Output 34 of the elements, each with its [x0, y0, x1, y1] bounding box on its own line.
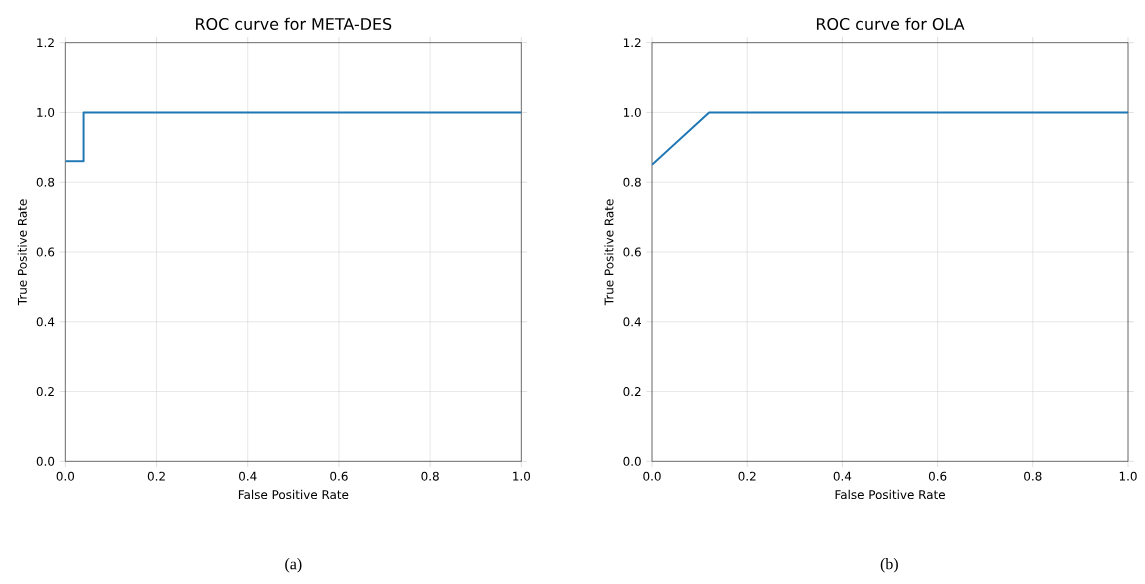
x-tick-label: 1.0: [513, 471, 531, 481]
y-tick-label: 1.0: [623, 107, 641, 117]
x-tick-label: 1.0: [1119, 471, 1137, 481]
x-tick-label: 0.8: [421, 471, 439, 481]
x-tick-label: 0.0: [56, 471, 75, 481]
x-tick-label: 0.0: [643, 471, 661, 481]
y-tick-label: 0.8: [36, 177, 55, 187]
x-tick-label: 0.4: [239, 471, 257, 481]
x-tick-label: 0.6: [928, 471, 947, 481]
y-tick-label: 0.6: [623, 247, 641, 257]
text: (a): [285, 558, 302, 573]
x-axis-title: False Positive Rate: [835, 489, 945, 500]
y-tick-label: 0.4: [36, 317, 55, 327]
y-tick-label: 0.0: [36, 456, 55, 466]
x-tick-label: 0.4: [833, 471, 852, 481]
y-tick-label: 1.2: [623, 38, 641, 48]
y-axis-title: True Positive Rate: [17, 199, 27, 306]
x-tick-label: 0.6: [330, 471, 348, 481]
x-tick-label: 0.2: [147, 471, 165, 481]
y-tick-label: 0.0: [623, 456, 641, 466]
y-tick-label: 0.8: [623, 177, 641, 187]
y-tick-label: 0.4: [623, 317, 641, 327]
y-tick-label: 0.6: [36, 247, 55, 257]
y-axis-title: True Positive Rate: [604, 199, 614, 306]
y-tick-label: 0.2: [36, 387, 54, 397]
y-tick-label: 1.2: [37, 38, 54, 48]
text: (b): [880, 558, 898, 573]
chart-title: ROC curve for OLA: [816, 17, 965, 30]
x-tick-label: 0.2: [738, 471, 756, 481]
y-tick-label: 1.0: [37, 107, 55, 117]
y-tick-label: 0.2: [623, 387, 641, 397]
x-tick-label: 0.8: [1024, 471, 1042, 481]
chart-title: ROC curve for META-DES: [196, 17, 392, 30]
x-axis-title: False Positive Rate: [238, 489, 349, 500]
